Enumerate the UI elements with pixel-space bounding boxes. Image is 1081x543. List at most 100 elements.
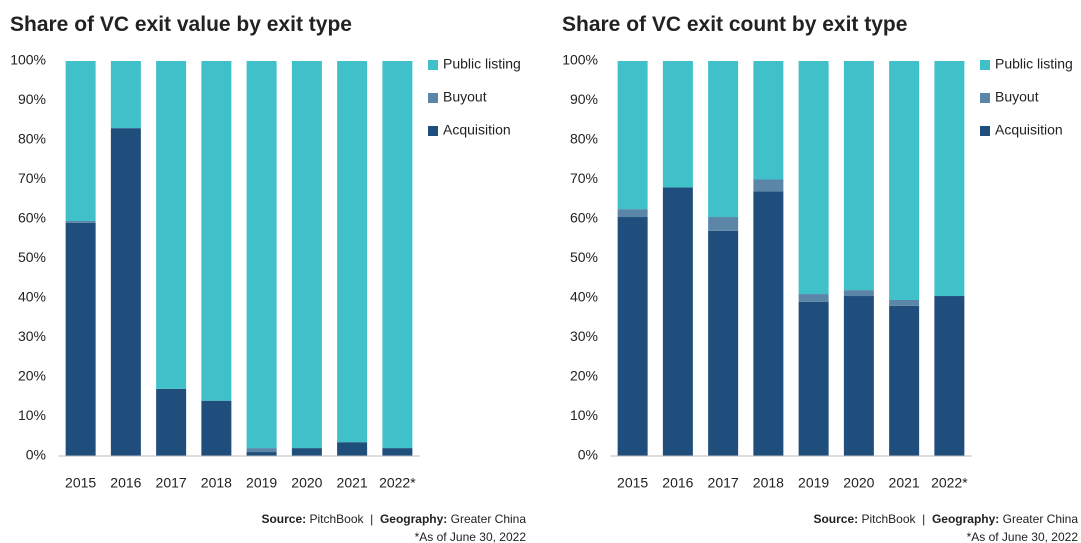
y-tick-label: 70% xyxy=(570,170,598,186)
x-tick-label: 2015 xyxy=(617,475,648,491)
legend-swatch xyxy=(980,60,990,70)
bar-segment xyxy=(337,61,368,443)
bar-segment xyxy=(382,448,413,456)
y-tick-label: 100% xyxy=(10,52,46,68)
x-tick-label: 2022* xyxy=(931,475,968,491)
source-part: PitchBook | xyxy=(306,512,380,526)
legend-label: Public listing xyxy=(995,56,1073,72)
legend-swatch xyxy=(428,60,438,70)
x-tick-label: 2022* xyxy=(379,475,416,491)
legend-swatch xyxy=(980,126,990,136)
y-tick-label: 40% xyxy=(570,289,598,305)
x-tick-label: 2016 xyxy=(662,475,693,491)
y-tick-label: 60% xyxy=(18,210,46,226)
x-tick-label: 2015 xyxy=(65,475,96,491)
x-tick-label: 2018 xyxy=(201,475,232,491)
y-tick-label: 10% xyxy=(18,407,46,423)
bar-segment xyxy=(708,61,739,218)
bar-segment xyxy=(753,61,784,180)
bar-segment xyxy=(65,61,96,221)
bar-segment xyxy=(65,220,96,223)
bar-segment xyxy=(753,191,784,456)
source-part: Source: xyxy=(813,512,858,526)
x-tick-label: 2016 xyxy=(110,475,141,491)
chart: Share of VC exit value by exit type 0% 10%… xyxy=(10,13,526,543)
legend-swatch xyxy=(980,93,990,103)
bar-segment xyxy=(889,61,920,300)
y-tick-label: 50% xyxy=(570,249,598,265)
bar-segment xyxy=(291,448,322,456)
bar-segment xyxy=(246,61,277,449)
legend-label: Buyout xyxy=(443,89,487,105)
bar-segment xyxy=(843,61,874,291)
bar-segment xyxy=(934,296,965,456)
source-part: Greater China xyxy=(999,512,1078,526)
y-tick-label: 80% xyxy=(18,131,46,147)
x-tick-label: 2017 xyxy=(156,475,187,491)
x-tick-label: 2018 xyxy=(753,475,784,491)
source: Source: PitchBook | Geography: Greater C… xyxy=(261,512,526,526)
x-tick-label: 2020 xyxy=(843,475,874,491)
bar-segment xyxy=(201,400,232,456)
bar-segment xyxy=(156,61,187,389)
bar-segment xyxy=(246,452,277,456)
legend-label: Acquisition xyxy=(443,122,511,138)
source-part: PitchBook | xyxy=(858,512,932,526)
x-tick-label: 2017 xyxy=(708,475,739,491)
x-tick-label: 2020 xyxy=(291,475,322,491)
y-tick-label: 0% xyxy=(26,447,46,463)
bar-segment xyxy=(798,301,829,456)
y-tick-label: 90% xyxy=(18,91,46,107)
chart-title: Share of VC exit value by exit type xyxy=(10,13,352,36)
y-tick-label: 20% xyxy=(18,368,46,384)
bar-segment xyxy=(246,448,277,453)
y-tick-label: 30% xyxy=(18,328,46,344)
bar-segment xyxy=(65,222,96,456)
y-tick-label: 50% xyxy=(18,249,46,265)
source-part: Geography: xyxy=(380,512,447,526)
bar-segment xyxy=(889,305,920,456)
y-tick-label: 30% xyxy=(570,328,598,344)
y-tick-label: 20% xyxy=(570,368,598,384)
legend-label: Buyout xyxy=(995,89,1039,105)
y-tick-label: 70% xyxy=(18,170,46,186)
bar-segment xyxy=(798,294,829,302)
bar-segment xyxy=(662,61,693,188)
bar-segment xyxy=(617,217,648,456)
bar-segment xyxy=(753,179,784,192)
bar-segment xyxy=(798,61,829,295)
y-tick-label: 0% xyxy=(578,447,598,463)
y-tick-label: 80% xyxy=(570,131,598,147)
bar-segment xyxy=(708,217,739,231)
bar-segment xyxy=(617,209,648,218)
note: *As of June 30, 2022 xyxy=(967,530,1079,543)
y-tick-label: 100% xyxy=(562,52,598,68)
y-tick-label: 40% xyxy=(18,289,46,305)
x-tick-label: 2019 xyxy=(246,475,277,491)
legend-label: Acquisition xyxy=(995,122,1063,138)
source-part: Geography: xyxy=(932,512,999,526)
x-tick-label: 2021 xyxy=(889,475,920,491)
x-tick-label: 2019 xyxy=(798,475,829,491)
bar-segment xyxy=(843,296,874,456)
chart-title: Share of VC exit count by exit type xyxy=(562,13,907,36)
bar-segment xyxy=(337,442,368,456)
bar-segment xyxy=(708,230,739,456)
bar-segment xyxy=(291,61,322,449)
bar-segment xyxy=(156,388,187,456)
bar-segment xyxy=(382,61,413,449)
source-part: Greater China xyxy=(447,512,526,526)
bar-segment xyxy=(934,61,965,297)
note: *As of June 30, 2022 xyxy=(415,530,527,543)
y-tick-label: 60% xyxy=(570,210,598,226)
x-tick-label: 2021 xyxy=(337,475,368,491)
bar-segment xyxy=(201,61,232,401)
legend-swatch xyxy=(428,93,438,103)
bar-segment xyxy=(662,187,693,456)
chart: Share of VC exit count by exit type 0% 10%… xyxy=(562,13,1078,543)
bar-segment xyxy=(110,128,141,456)
source-part: Source: xyxy=(261,512,306,526)
source: Source: PitchBook | Geography: Greater C… xyxy=(813,512,1078,526)
bar-segment xyxy=(843,290,874,297)
